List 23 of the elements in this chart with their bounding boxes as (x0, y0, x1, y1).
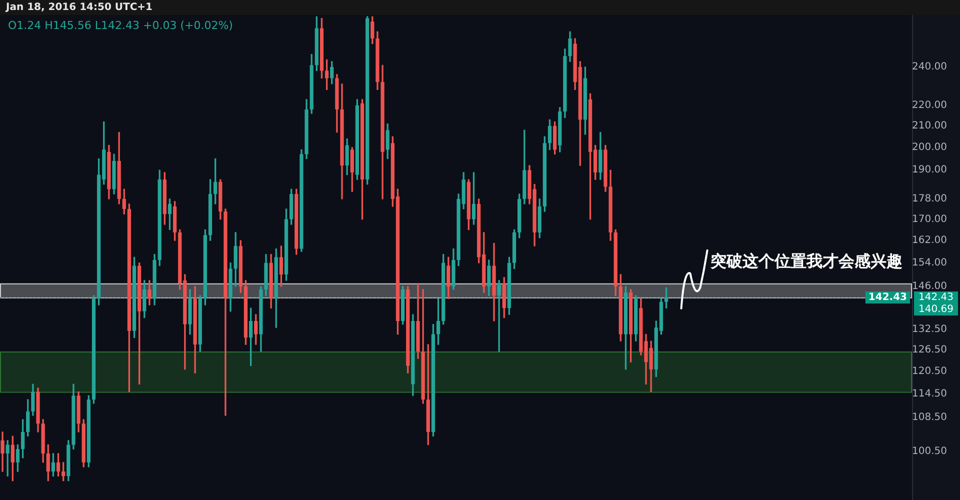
y-tick-label: 114.50 (912, 388, 947, 400)
y-tick-label: 240.00 (912, 62, 947, 73)
text: Jan 18, 2016 14:50 UTC+1 (5, 2, 153, 14)
y-tick-label: 210.00 (912, 120, 947, 132)
y-tick-label: 162.00 (912, 235, 947, 246)
y-tick-label: 178.00 (912, 194, 947, 205)
y-tick-label: 154.00 (912, 257, 947, 268)
y-tick-label: 120.50 (912, 366, 947, 377)
y-tick-label: 190.00 (912, 164, 947, 176)
y-tick-label: 146.00 (912, 281, 947, 292)
y-tick-label: 220.00 (912, 100, 947, 112)
y-tick-label: 108.50 (912, 412, 947, 424)
candlestick (497, 280, 501, 352)
text: 142.43 (918, 292, 954, 304)
annotation: 突破这个位置我才会感兴趣 (709, 252, 902, 271)
y-tick-label: 170.00 (912, 214, 947, 225)
y-tick-label: 126.50 (912, 344, 947, 356)
text: 140.69 (918, 304, 954, 316)
y-tick-label: 132.50 (912, 324, 947, 335)
y-tick-label: 100.50 (912, 446, 947, 457)
y-tick-label: 200.00 (912, 142, 947, 154)
chart-subtitle: O1.24 H145.56 L142.43 +0.03 (+0.02%) (8, 18, 233, 32)
ref-line-label: 142.43 (868, 292, 908, 304)
